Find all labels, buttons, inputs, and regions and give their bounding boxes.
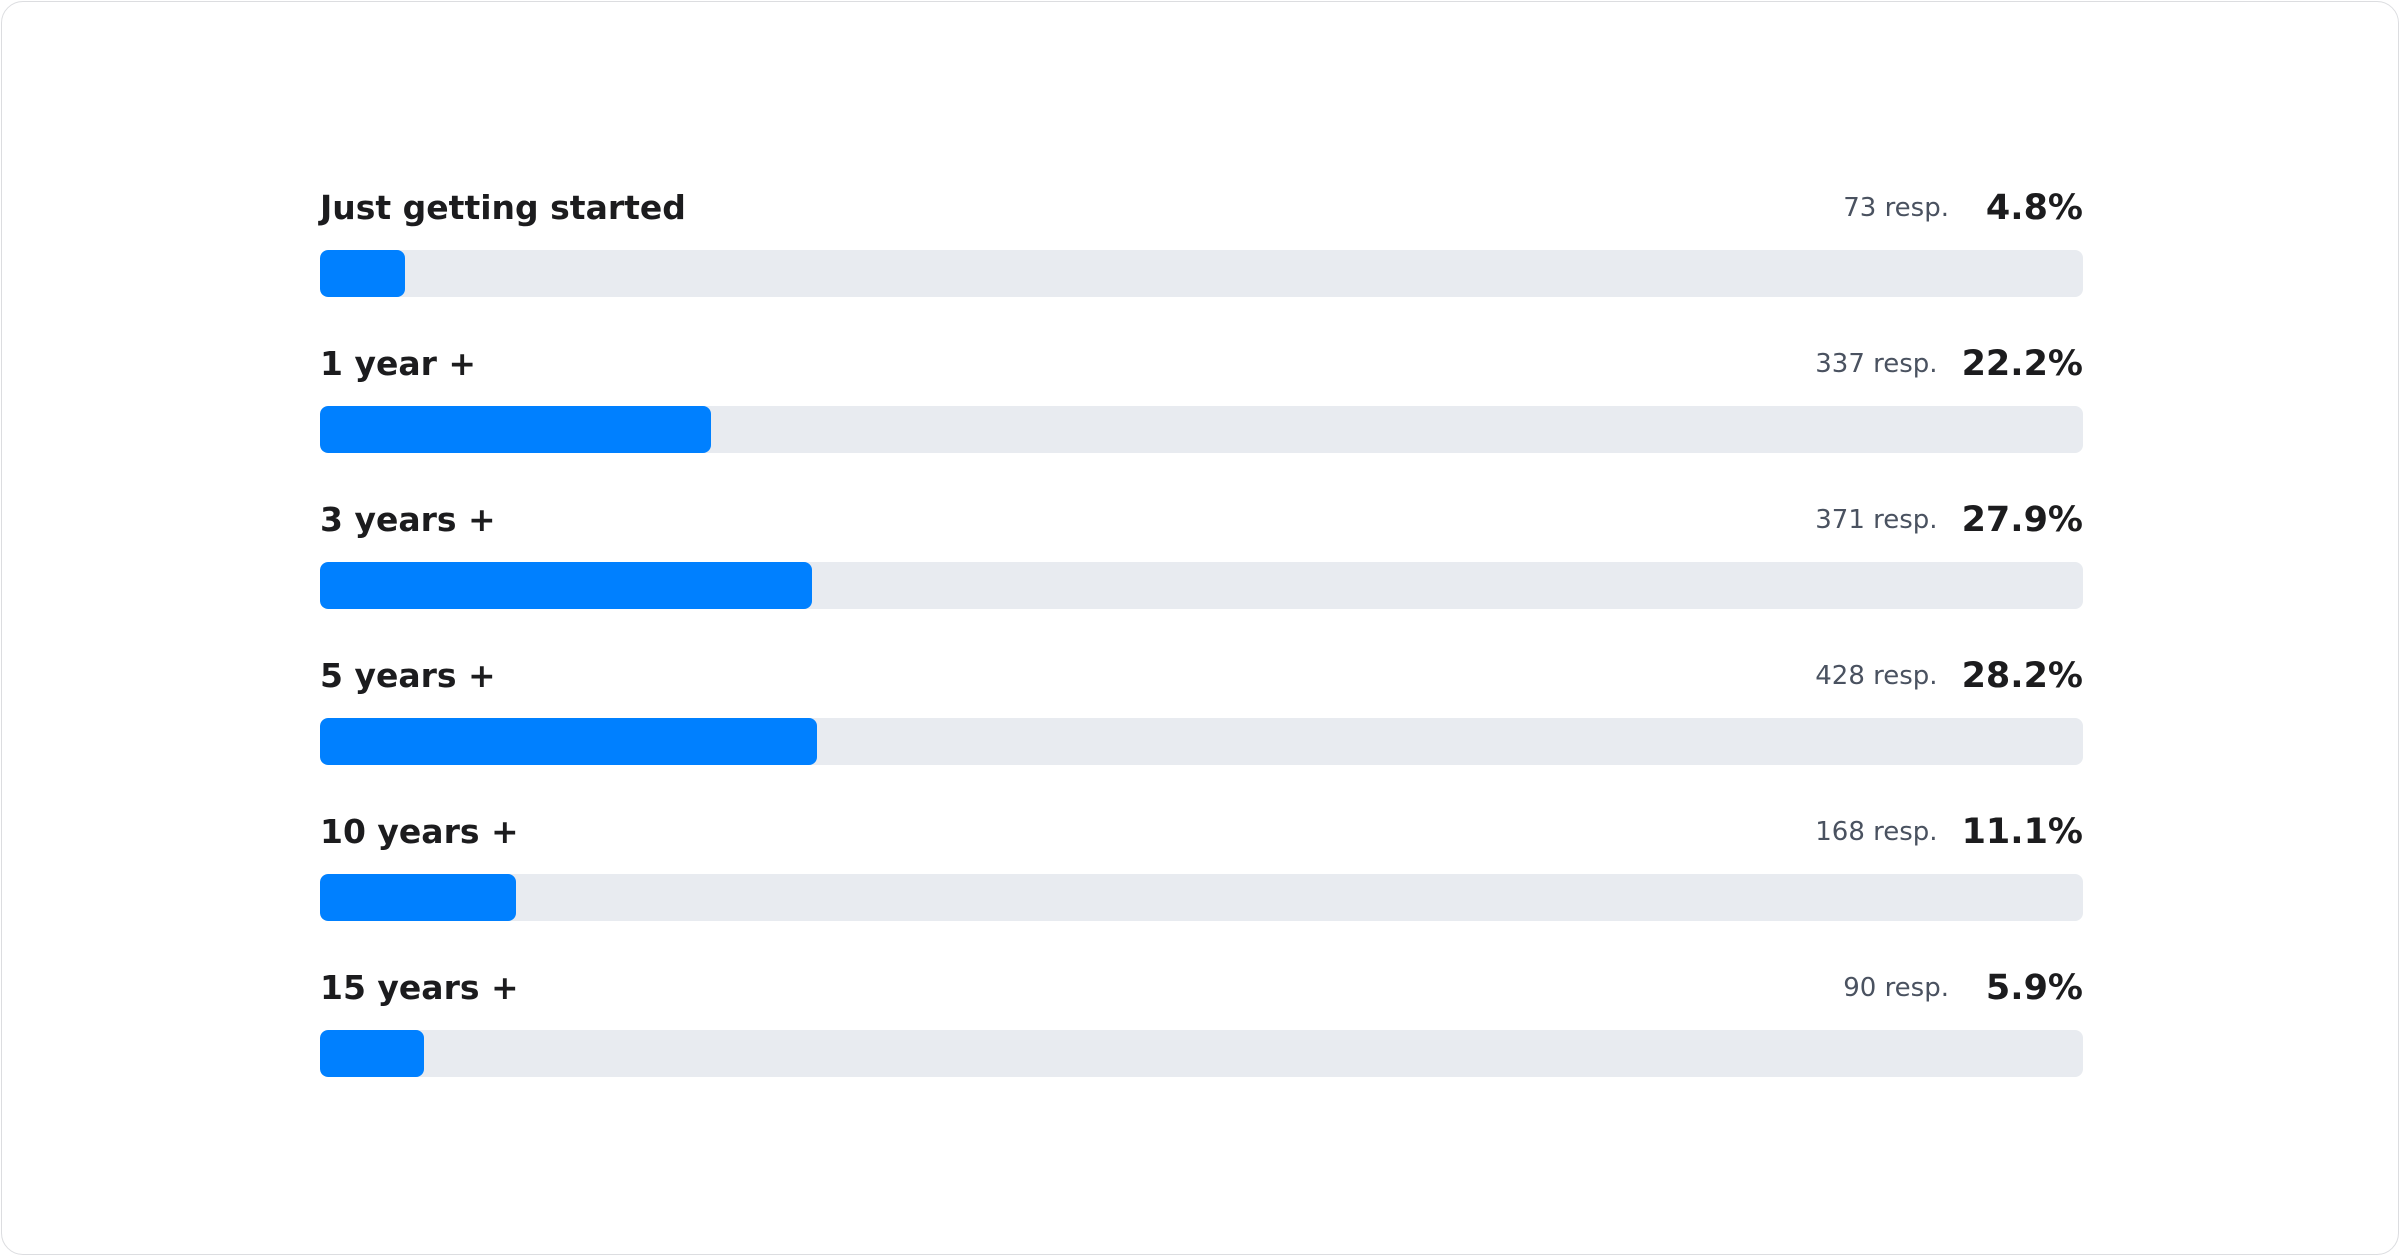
bar-fill xyxy=(320,1030,425,1077)
response-count: 371 resp. xyxy=(1815,504,1938,535)
bar-fill xyxy=(320,250,405,297)
bar-track xyxy=(320,874,2083,921)
bar-header: 1 year + 337 resp. 22.2% xyxy=(320,333,2083,406)
category-label: Just getting started xyxy=(320,188,686,227)
bar-header: Just getting started 73 resp. 4.8% xyxy=(320,177,2083,250)
percent-label: 22.2% xyxy=(1961,343,2083,384)
percent-label: 27.9% xyxy=(1961,499,2083,540)
bar-row: 1 year + 337 resp. 22.2% xyxy=(320,333,2083,489)
bar-header: 3 years + 371 resp. 27.9% xyxy=(320,489,2083,562)
bar-row: 15 years + 90 resp. 5.9% xyxy=(320,957,2083,1113)
bar-row: 3 years + 371 resp. 27.9% xyxy=(320,489,2083,645)
percent-label: 11.1% xyxy=(1961,811,2083,852)
bar-fill xyxy=(320,718,818,765)
bar-fill xyxy=(320,874,516,921)
percent-label: 5.9% xyxy=(1985,967,2083,1008)
category-label: 5 years + xyxy=(320,656,496,695)
category-label: 3 years + xyxy=(320,500,496,539)
percent-label: 28.2% xyxy=(1961,655,2083,696)
response-count: 337 resp. xyxy=(1815,348,1938,379)
bar-chart: Just getting started 73 resp. 4.8% 1 yea… xyxy=(320,177,2083,1113)
bar-header: 5 years + 428 resp. 28.2% xyxy=(320,645,2083,718)
bar-track xyxy=(320,1030,2083,1077)
response-count: 73 resp. xyxy=(1843,192,1949,223)
response-count: 428 resp. xyxy=(1815,660,1938,691)
bar-fill xyxy=(320,406,712,453)
category-label: 1 year + xyxy=(320,344,477,383)
response-count: 90 resp. xyxy=(1843,972,1949,1003)
bar-row: 10 years + 168 resp. 11.1% xyxy=(320,801,2083,957)
bar-track xyxy=(320,250,2083,297)
bar-row: 5 years + 428 resp. 28.2% xyxy=(320,645,2083,801)
percent-label: 4.8% xyxy=(1985,187,2083,228)
bar-header: 10 years + 168 resp. 11.1% xyxy=(320,801,2083,874)
bar-header: 15 years + 90 resp. 5.9% xyxy=(320,957,2083,1030)
bar-fill xyxy=(320,562,812,609)
bar-track xyxy=(320,562,2083,609)
bar-track xyxy=(320,718,2083,765)
category-label: 15 years + xyxy=(320,968,519,1007)
category-label: 10 years + xyxy=(320,812,519,851)
response-count: 168 resp. xyxy=(1815,816,1938,847)
bar-track xyxy=(320,406,2083,453)
bar-row: Just getting started 73 resp. 4.8% xyxy=(320,177,2083,333)
